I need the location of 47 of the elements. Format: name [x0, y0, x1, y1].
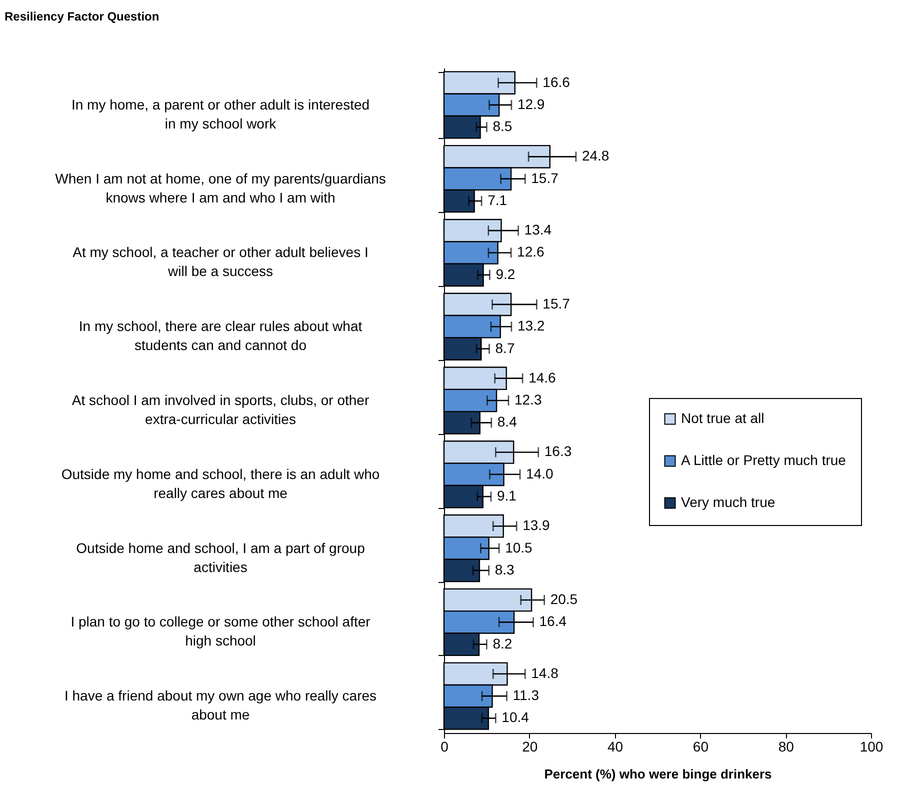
data-label: 13.2 — [517, 318, 545, 334]
data-label: 8.2 — [492, 635, 512, 652]
y-axis-title: Resiliency Factor Question — [4, 10, 160, 24]
data-label: 7.1 — [488, 192, 508, 208]
data-label: 12.9 — [517, 96, 545, 112]
x-tick-label: 0 — [440, 738, 449, 754]
legend-label: Very much true — [681, 494, 776, 510]
y-tick-label: Outside home and school, I am a part of group activities — [76, 540, 366, 575]
y-tick-label: I have a friend about my own age who really cares about me — [64, 688, 377, 723]
legend-label: A Little or Pretty much true — [681, 452, 846, 468]
data-label: 8.3 — [494, 561, 515, 578]
data-label: 11.3 — [512, 687, 540, 704]
y-tick-label: At my school, a teacher or other adult believes I will be a success — [72, 244, 368, 280]
data-label: 9.1 — [496, 488, 517, 504]
data-label: 24.8 — [582, 148, 610, 164]
data-label: 8.5 — [492, 118, 512, 134]
data-label: 12.3 — [514, 392, 542, 408]
y-tick-label: When I am not at home, one of my parents/guardians knows where I am and who I am with — [55, 170, 386, 206]
data-label: 8.7 — [495, 340, 515, 356]
data-label: 9.2 — [496, 266, 516, 282]
data-label: 14.0 — [526, 465, 554, 482]
y-tick-label: In my school, there are clear rules about what students can and cannot do — [78, 318, 362, 354]
y-tick-label: At school I am involved in sports, clubs, or other extra-curricular activities — [72, 392, 370, 427]
data-label: 16.3 — [544, 443, 572, 460]
data-label: 16.4 — [539, 613, 567, 630]
y-tick-label: In my home, a parent or other adult is interested in my school work — [71, 96, 370, 132]
x-tick-label: 100 — [860, 738, 884, 754]
data-label: 13.4 — [524, 222, 552, 238]
data-label: 8.4 — [497, 414, 518, 430]
x-tick-label: 40 — [608, 738, 624, 754]
data-label: 12.6 — [517, 244, 544, 260]
y-tick-label: Outside my home and school, there is an adult who really cares about me — [61, 466, 380, 501]
legend-label: Not true at all — [681, 410, 764, 426]
data-label: 14.6 — [528, 369, 556, 386]
data-label: 15.7 — [531, 170, 559, 186]
x-tick-label: 20 — [522, 738, 538, 754]
data-label: 10.5 — [505, 539, 533, 556]
x-axis-title: Percent (%) who were binge drinkers — [544, 766, 772, 782]
data-label: 15.7 — [542, 295, 570, 312]
data-label: 10.4 — [502, 709, 530, 726]
data-label: 13.9 — [522, 517, 550, 534]
x-tick-label: 60 — [692, 738, 709, 754]
data-label: 14.8 — [531, 664, 559, 681]
y-tick-label: I plan to go to college or some other school after high school — [70, 614, 371, 649]
x-tick-label: 80 — [778, 738, 794, 754]
data-label: 20.5 — [550, 591, 578, 607]
data-label: 16.6 — [542, 74, 570, 90]
